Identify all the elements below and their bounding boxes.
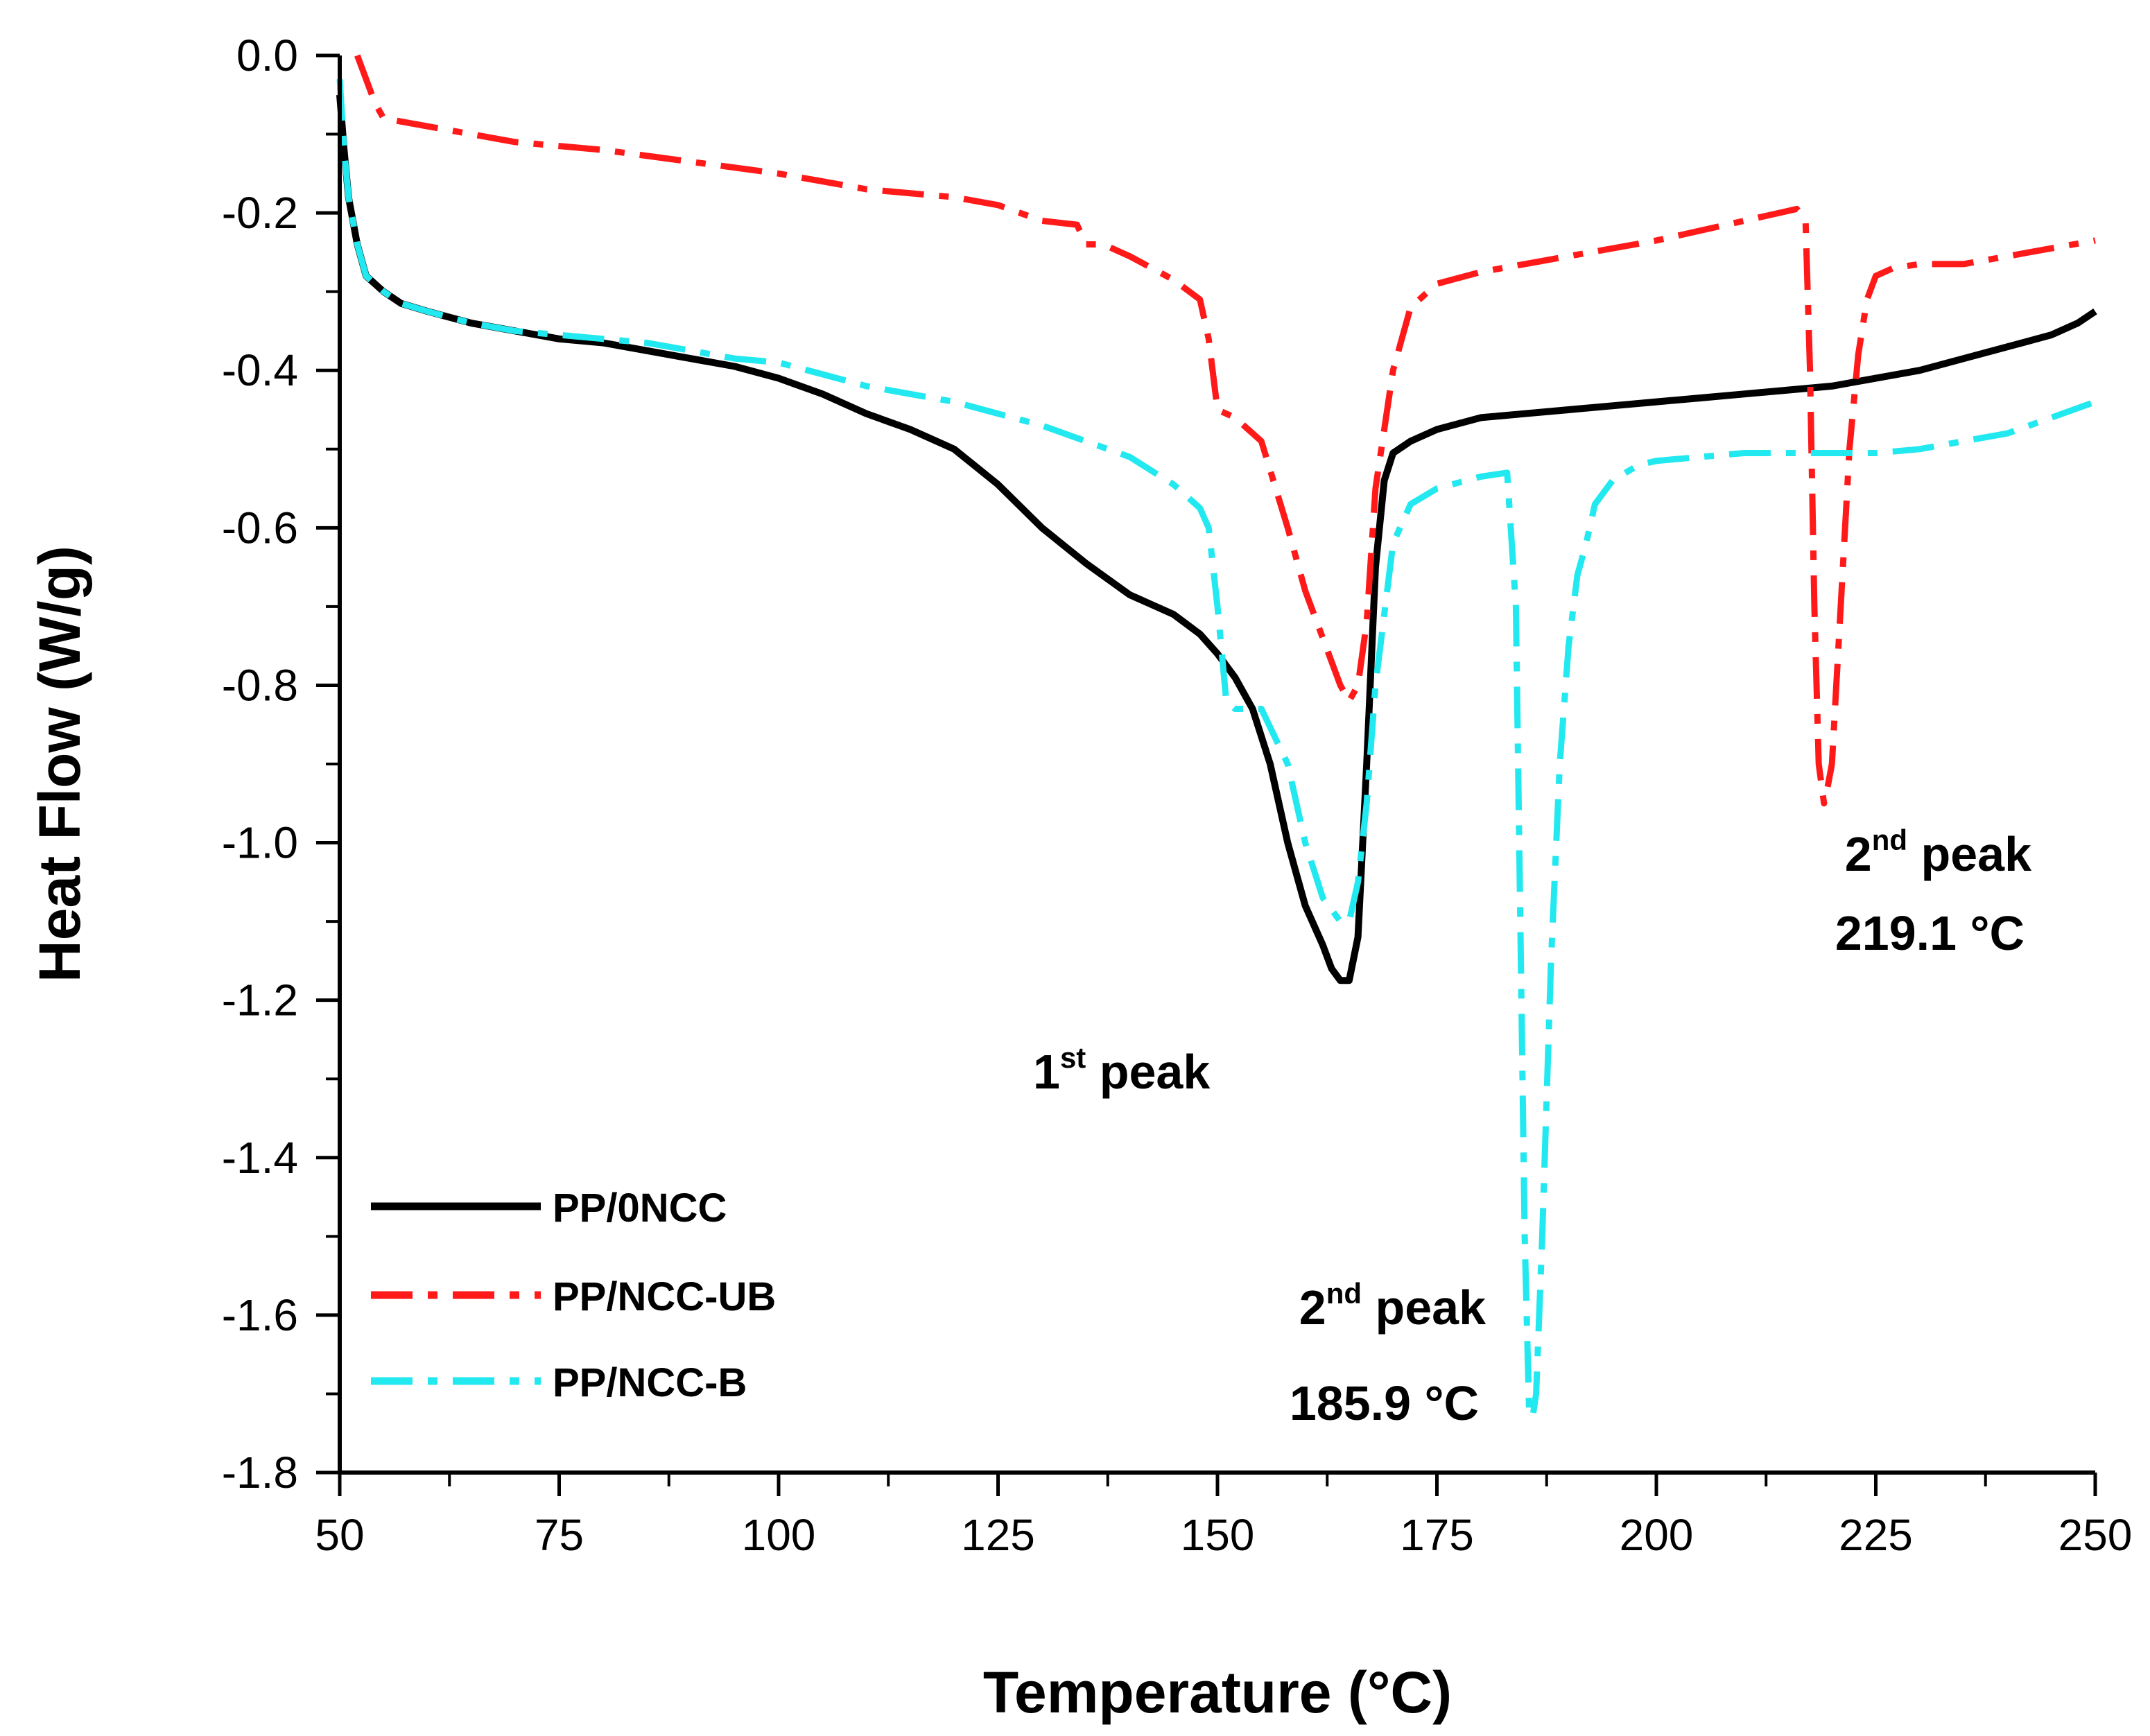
y-tick-label: -0.6 [222, 503, 298, 553]
y-tick-label: 0.0 [236, 31, 298, 80]
series-line-pp-ncc-ub [354, 54, 2096, 807]
annotation-second-peak-ncc-b: 2nd peak [1299, 1277, 1486, 1335]
y-tick-label: -1.4 [222, 1133, 298, 1183]
x-tick-label: 150 [1181, 1510, 1255, 1560]
x-tick-label: 75 [535, 1510, 584, 1560]
annotations: 1st peak 2nd peak 185.9 °C 2nd peak 219.… [1033, 824, 2031, 1430]
y-axis-title: Heat Flow (W/g) [27, 546, 92, 982]
ticks: 50 75 100 125 150 175 200 225 250 0.0 -0.2 -0.4 -0.6… [222, 31, 2133, 1560]
plot-area [336, 54, 2097, 1421]
x-tick-label: 200 [1620, 1510, 1694, 1560]
legend-label: PP/0NCC [553, 1186, 727, 1231]
series-line-pp-0ncc [336, 94, 2097, 984]
legend-label: PP/NCC-B [553, 1360, 747, 1405]
annotation-second-peak-ncc-b-temp: 185.9 °C [1290, 1376, 1479, 1430]
y-tick-label: -1.6 [222, 1290, 298, 1340]
x-tick-label: 250 [2058, 1510, 2133, 1560]
annotation-second-peak-ncc-ub: 2nd peak [1845, 824, 2031, 881]
y-tick-label: -1.8 [222, 1448, 298, 1498]
annotation-first-peak: 1st peak [1033, 1041, 1210, 1099]
legend: PP/0NCC PP/NCC-UB PP/NCC-B [371, 1186, 776, 1405]
x-tick-label: 125 [961, 1510, 1035, 1560]
y-tick-label: -0.2 [222, 188, 298, 238]
y-tick-label: -0.8 [222, 660, 298, 710]
y-tick-label: -0.4 [222, 345, 298, 395]
x-axis-title: Temperature (°C) [983, 1660, 1452, 1725]
legend-item: PP/0NCC [371, 1186, 727, 1231]
legend-label: PP/NCC-UB [553, 1274, 776, 1319]
y-tick-label: -1.0 [222, 818, 298, 868]
legend-item: PP/NCC-B [371, 1360, 747, 1405]
x-tick-label: 50 [315, 1510, 364, 1560]
x-tick-label: 100 [742, 1510, 816, 1560]
x-tick-label: 175 [1400, 1510, 1474, 1560]
x-tick-label: 225 [1839, 1510, 1913, 1560]
y-tick-label: -1.2 [222, 975, 298, 1025]
legend-item: PP/NCC-UB [371, 1274, 776, 1319]
annotation-second-peak-ncc-ub-temp: 219.1 °C [1835, 906, 2025, 960]
